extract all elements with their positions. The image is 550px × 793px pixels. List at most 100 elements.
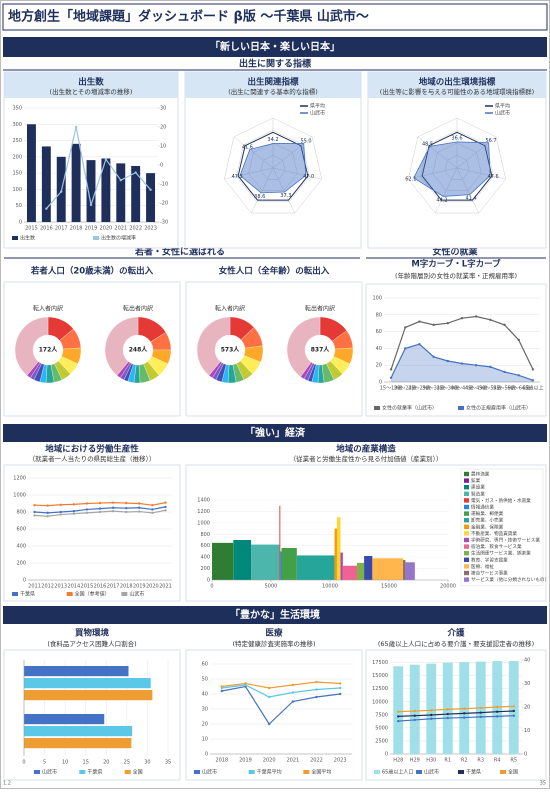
line [398,705,514,713]
footer-right: 35 [540,781,546,787]
panel [3,464,181,602]
point [72,512,76,515]
donut-center: 172人 [39,346,59,354]
y-tick-label: 200 [12,154,22,160]
y2-tick-label: 20 [160,125,166,131]
point [463,712,466,715]
point [291,700,295,703]
bar [364,556,373,580]
point [446,708,449,711]
y-tick-label: 400 [200,555,210,561]
radar-area [413,141,491,197]
x-tick-label: H30 [426,758,436,764]
point [244,682,247,685]
point [220,685,224,688]
panel-title: 女性人口（全年齢）の転出入 [219,266,330,277]
x-tick-label: 2011 [28,584,41,590]
radar-area [239,143,307,194]
x-tick-label: 2023 [144,226,157,232]
y-tick-label: 40 [202,692,208,698]
bar [24,678,151,689]
section-bar [3,37,547,57]
point [496,710,499,713]
y-tick-label: 20 [376,363,382,369]
data-label: 47.6 [488,174,499,180]
panel-title: 出生数 [78,77,104,88]
legend-swatch [194,770,200,774]
legend-swatch [464,485,469,490]
radar-ring [236,130,310,203]
bar [279,505,281,580]
x-tick-label: 2019 [85,226,98,232]
bar [101,158,111,222]
data-label: 41.6 [242,144,253,150]
legend-label: 製造業 [471,490,485,497]
point [267,686,271,690]
legend-swatch [464,577,469,582]
bar [393,666,404,754]
legend-label: 全国 [133,769,143,776]
legend-label: 複合サービス事業 [471,570,508,577]
subsection-title: 女性の就業 [432,246,478,258]
point [446,712,449,716]
legend-swatch [464,478,469,483]
y2-tick-label: -30 [160,220,168,226]
y2-tick-label: 30 [160,106,166,112]
point [291,691,295,694]
point [496,705,499,709]
point [338,686,342,690]
x-tick-label: 35～39歳 [436,385,459,392]
panel-subtitle: (出生数とその増減率の推移) [50,87,133,96]
y-tick-label: 1400 [197,498,210,504]
bar [24,690,153,701]
y-tick-label: 0 [207,578,210,584]
point [397,719,400,723]
x-tick-label: 2021 [159,584,172,590]
point [59,513,62,516]
y-tick-label: 400 [16,544,26,550]
legend-label: 出生数 [20,235,35,242]
x-tick-label: 10000 [322,584,338,590]
legend-swatch [464,504,469,510]
radar-ring [432,142,482,191]
panel [185,281,363,417]
legend-label: 県平均 [310,103,325,110]
point [512,714,515,717]
legend-swatch [34,770,40,774]
point [463,707,466,710]
panel-subtitle: (出生等に影響を与える可能性のある地域環境指標群) [380,87,534,96]
panel-subtitle: （就業者一人当たりの県民総生産（推移）） [29,454,156,463]
x-tick-label: 50～54歳 [479,385,502,392]
pie-name: 転入者内訳 [33,305,63,313]
legend-swatch [464,471,469,477]
point [46,515,49,518]
x-tick-label: 2019 [239,758,252,764]
data-label: 47.0 [303,174,314,180]
y-tick-label: 60 [202,662,208,668]
radar-spoke [456,136,497,169]
section-title: 「強い」経済 [245,426,306,439]
point [430,709,433,712]
donut-center: 837人 [311,346,331,354]
data-label: 48.5 [422,141,433,147]
legend-label: 電気・ガス・熱供給・水道業 [471,497,531,504]
radar-spoke [417,136,458,169]
y2-tick-label: 40 [524,658,530,664]
point [119,179,122,182]
y2-tick-label: 0 [160,163,163,169]
legend-swatch [374,406,380,410]
point [33,504,36,507]
data-label: 62.1 [405,176,416,182]
bar [409,664,420,754]
x-tick-label: 15 [83,760,89,766]
legend-label: 千葉県 [20,591,35,598]
legend-label: 鉱業 [471,477,481,484]
y-tick-label: 200 [200,566,210,572]
y-tick-label: 200 [16,561,26,567]
y2-tick-label: 10 [160,144,166,150]
legend-label: 全国 [508,769,518,776]
point [138,506,141,509]
x-tick-label: 5 [43,760,46,766]
panel [3,281,181,417]
legend-label: 出生数の増減率 [101,235,136,242]
